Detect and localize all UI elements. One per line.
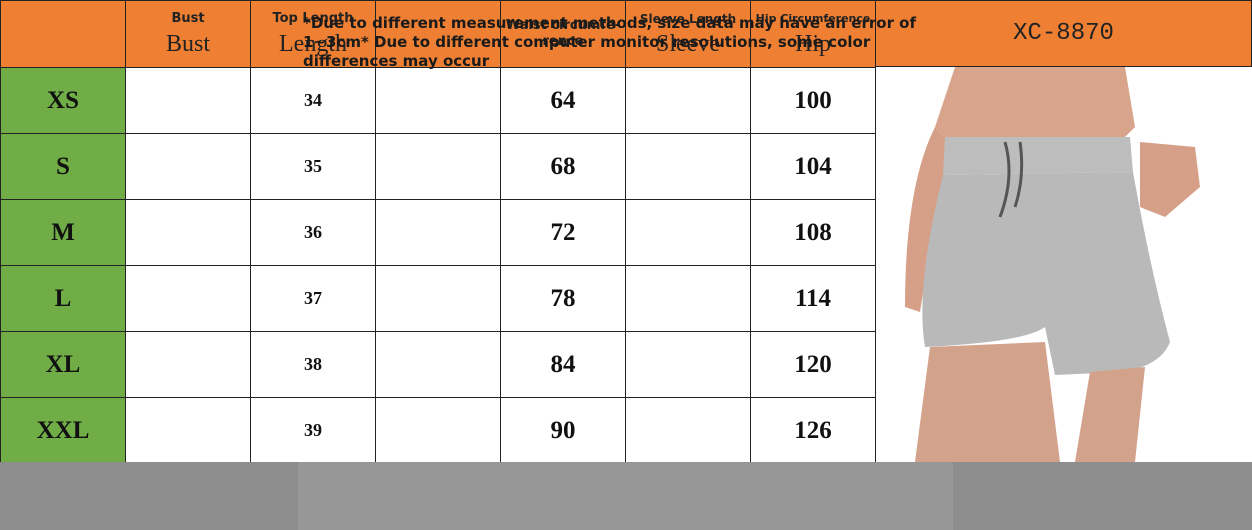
top-length: 37 [304, 288, 322, 308]
empty-cell [625, 331, 751, 398]
size-cell: XS [0, 67, 126, 134]
size-label: S [56, 152, 70, 180]
empty-cell [125, 133, 251, 200]
header-sublabel: Bust [165, 30, 210, 57]
header-label: Waist circumfe-rence [505, 18, 621, 49]
header-cell: Hip Circumference Hip [750, 0, 876, 68]
hip: 120 [794, 350, 832, 378]
header-label: Top Length [272, 10, 354, 26]
size-label: XL [45, 350, 81, 378]
empty-cell [625, 199, 751, 266]
empty-cell [625, 67, 751, 134]
waist-cell: 90 [500, 397, 626, 464]
top-length-cell: 39 [250, 397, 376, 464]
empty-cell [375, 67, 501, 134]
hip: 108 [794, 218, 832, 246]
waist-cell: 84 [500, 331, 626, 398]
header-sublabel: Sleeve [656, 30, 720, 57]
top-length: 39 [304, 420, 322, 440]
size-cell: XXL [0, 397, 126, 464]
empty-cell [125, 67, 251, 134]
top-length: 34 [304, 90, 322, 110]
empty-cell [375, 133, 501, 200]
waist-cell: 72 [500, 199, 626, 266]
top-length: 36 [304, 222, 322, 242]
empty-cell [125, 265, 251, 332]
waist: 72 [550, 218, 576, 246]
header-label: Hip Circumference [755, 11, 871, 25]
top-length-cell: 36 [250, 199, 376, 266]
waist: 78 [550, 284, 576, 312]
top-length-cell: 34 [250, 67, 376, 134]
product-code: XC-8870 [1013, 20, 1114, 47]
size-cell: L [0, 265, 126, 332]
size-label: XS [47, 86, 79, 114]
hip: 114 [794, 284, 832, 312]
waist-cell: 78 [500, 265, 626, 332]
hip-cell: 120 [750, 331, 876, 398]
header-label: Bust [171, 10, 205, 26]
header-sublabel: Hip [795, 30, 831, 57]
waist-cell: 68 [500, 133, 626, 200]
waist: 90 [550, 416, 576, 444]
empty-cell [125, 397, 251, 464]
hip-cell: 114 [750, 265, 876, 332]
header-label: Sleeve Length [639, 11, 737, 26]
hip-cell: 104 [750, 133, 876, 200]
note: *Due to different measurement methods, s… [303, 14, 917, 70]
top-length: 35 [304, 156, 322, 176]
header-cell: Top Length Length [250, 0, 376, 68]
product-image [875, 67, 1252, 462]
size-cell: XL [0, 331, 126, 398]
header-sublabel: Length [279, 30, 347, 57]
top-length: 38 [304, 354, 322, 374]
note-box [298, 462, 953, 530]
size-cell: S [0, 133, 126, 200]
waist-cell: 64 [500, 67, 626, 134]
size-cell: M [0, 199, 126, 266]
hip-cell: 126 [750, 397, 876, 464]
empty-cell [625, 133, 751, 200]
hip-cell: 100 [750, 67, 876, 134]
waist: 64 [550, 86, 576, 114]
empty-cell [375, 331, 501, 398]
empty-cell [125, 331, 251, 398]
empty-cell [625, 397, 751, 464]
hip: 126 [794, 416, 832, 444]
product-code-cell: XC-8870 [875, 0, 1252, 67]
top-length-cell: 35 [250, 133, 376, 200]
empty-cell [375, 397, 501, 464]
size-label: XXL [36, 416, 90, 444]
note-banner [0, 462, 1252, 530]
hip: 104 [794, 152, 832, 180]
waist: 84 [550, 350, 576, 378]
header-corner [0, 0, 126, 68]
empty-cell [625, 265, 751, 332]
top-length-cell: 37 [250, 265, 376, 332]
header-cell: Waist circumfe-rence [500, 0, 626, 68]
top-length-cell: 38 [250, 331, 376, 398]
empty-cell [375, 199, 501, 266]
size-label: M [51, 218, 75, 246]
hip-cell: 108 [750, 199, 876, 266]
header-cell: Bust Bust [125, 0, 251, 68]
header-cell: Sleeve Length Sleeve [625, 0, 751, 68]
waist: 68 [550, 152, 576, 180]
hip: 100 [794, 86, 832, 114]
size-label: L [54, 284, 72, 312]
empty-cell [375, 265, 501, 332]
empty-cell [125, 199, 251, 266]
